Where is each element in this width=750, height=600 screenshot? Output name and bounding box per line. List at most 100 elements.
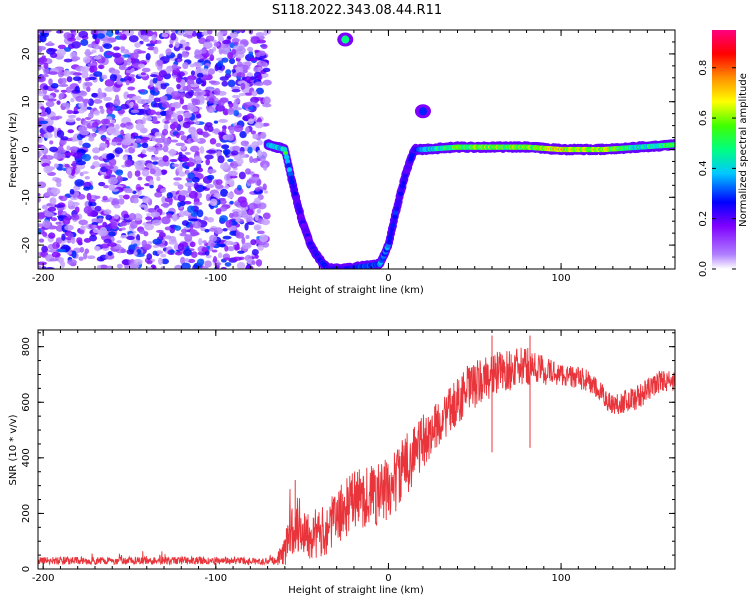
noise-speckle [179, 97, 185, 105]
noise-speckle [172, 213, 178, 220]
noise-speckle [262, 96, 271, 105]
noise-speckle [143, 231, 149, 237]
noise-speckle [192, 88, 202, 92]
noise-speckle [149, 39, 160, 45]
noise-speckle [168, 241, 178, 245]
noise-speckle [82, 142, 91, 149]
noise-speckle [198, 49, 207, 54]
noise-speckle [130, 220, 138, 229]
noise-speckle [45, 100, 55, 108]
noise-speckle [106, 153, 114, 160]
noise-speckle [154, 87, 159, 93]
noise-speckle [184, 91, 193, 99]
snr-ytick-label: 800 [21, 337, 32, 356]
noise-speckle [43, 67, 50, 75]
track-core [393, 209, 399, 216]
noise-speckle [38, 212, 45, 220]
noise-speckle [84, 81, 93, 87]
noise-speckle [201, 31, 209, 36]
noise-speckle [177, 194, 186, 202]
noise-speckle [151, 219, 162, 226]
noise-speckle [224, 262, 232, 267]
noise-speckle [237, 150, 245, 155]
noise-speckle [172, 68, 181, 76]
spectrogram-ytick-label: -10 [21, 189, 32, 205]
noise-speckle [177, 30, 184, 36]
noise-speckle [61, 233, 66, 241]
track-core [289, 179, 295, 185]
noise-speckle [114, 94, 120, 102]
noise-speckle [140, 34, 149, 40]
noise-speckle [48, 71, 58, 75]
noise-speckle [179, 232, 187, 237]
noise-speckle [195, 77, 203, 85]
noise-speckle [219, 76, 229, 81]
noise-speckle [209, 138, 217, 145]
noise-speckle [148, 94, 154, 101]
noise-speckle [178, 189, 189, 196]
snr-ytick-label: 400 [21, 448, 32, 467]
noise-speckle [126, 235, 135, 240]
noise-speckle [146, 146, 156, 153]
snr-plot-area [38, 335, 675, 566]
colorbar-gradient [712, 30, 736, 269]
noise-speckle [149, 168, 156, 175]
noise-speckle [255, 32, 265, 37]
noise-speckle [196, 209, 204, 218]
noise-speckle [170, 106, 176, 112]
noise-speckle [80, 66, 90, 73]
noise-speckle [182, 121, 191, 129]
noise-speckle [196, 31, 202, 40]
noise-speckle [134, 170, 141, 177]
noise-speckle [254, 213, 259, 221]
noise-speckle [224, 185, 230, 189]
noise-speckle [238, 171, 246, 180]
noise-speckle [81, 70, 89, 79]
noise-speckle [208, 97, 215, 104]
noise-speckle [180, 145, 186, 150]
noise-speckle [146, 213, 151, 217]
noise-speckle [248, 57, 259, 62]
noise-speckle [113, 214, 119, 220]
noise-speckle [176, 166, 183, 173]
noise-speckle [57, 70, 64, 78]
noise-speckle [240, 82, 246, 90]
noise-speckle [253, 197, 261, 205]
noise-speckle [169, 249, 175, 254]
noise-speckle [103, 96, 113, 102]
noise-speckle [244, 265, 254, 269]
noise-speckle [246, 208, 254, 216]
noise-speckle [227, 158, 234, 163]
noise-speckle [100, 118, 111, 125]
noise-speckle [251, 90, 258, 97]
noise-speckle [196, 72, 204, 78]
noise-speckle [110, 70, 121, 75]
noise-speckle [246, 113, 255, 120]
noise-speckle [235, 230, 241, 239]
noise-speckle [222, 235, 232, 240]
noise-speckle [80, 39, 89, 46]
noise-speckle [105, 175, 111, 180]
noise-speckle [202, 41, 213, 49]
noise-speckle [75, 95, 84, 102]
noise-speckle [142, 116, 147, 125]
snr-ytick-label: 0 [21, 566, 32, 572]
noise-speckle [104, 86, 114, 92]
noise-speckle [181, 52, 189, 58]
track-core [285, 162, 292, 169]
noise-speckle [84, 176, 91, 180]
noise-speckle [254, 81, 264, 87]
noise-speckle [64, 224, 74, 231]
noise-speckle [190, 70, 196, 76]
noise-speckle [234, 243, 240, 251]
noise-speckle [211, 249, 218, 253]
noise-speckle [88, 112, 94, 119]
noise-speckle [174, 225, 182, 231]
noise-speckle [69, 146, 79, 153]
spectrogram-xtick-label: 100 [552, 273, 571, 284]
snr-frame [37, 329, 676, 570]
noise-speckle [72, 160, 78, 165]
noise-speckle [165, 113, 172, 122]
noise-speckle [84, 77, 90, 82]
noise-speckle [120, 248, 127, 254]
